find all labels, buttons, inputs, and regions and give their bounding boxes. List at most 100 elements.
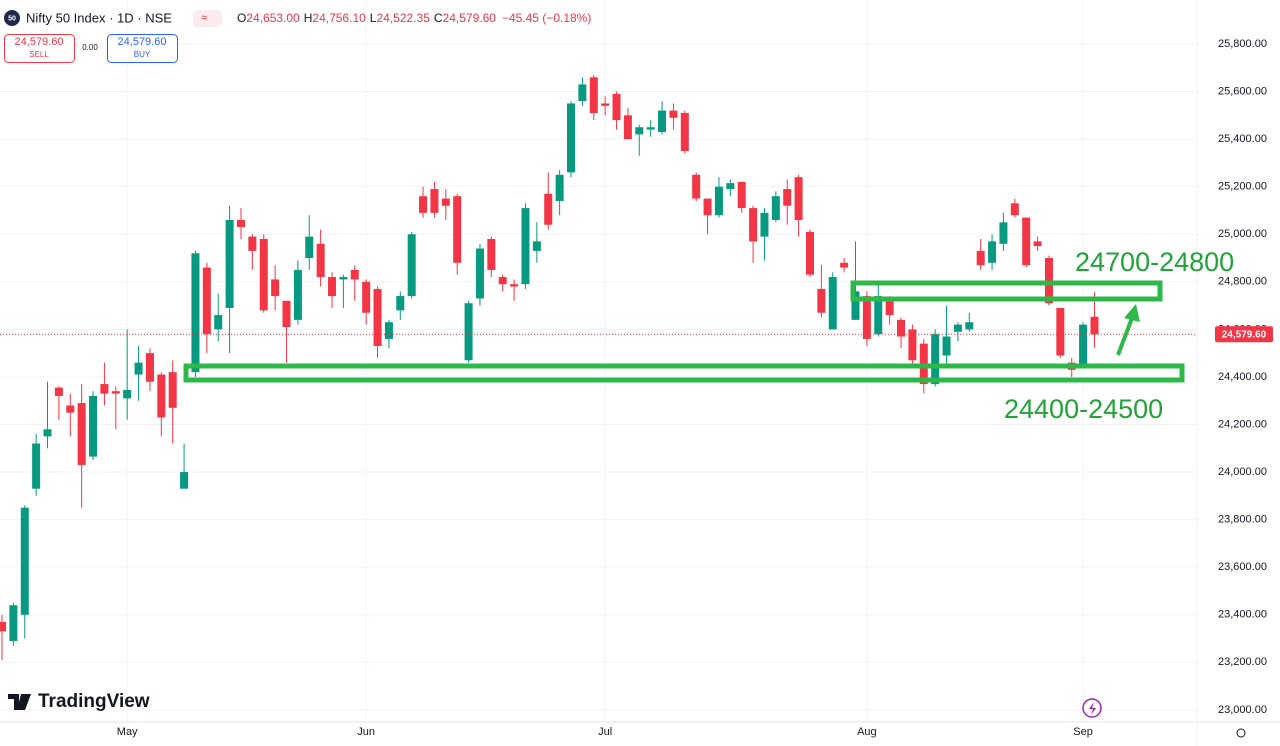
support-zone-box (183, 363, 1185, 383)
change-value: −45.45 (−0.18%) (502, 11, 591, 25)
sell-label: SELL (29, 50, 49, 59)
arrow-head (1124, 304, 1140, 322)
candle-body (965, 322, 974, 330)
candle-body (840, 262, 849, 268)
y-tick-label: 23,600.00 (1218, 561, 1267, 573)
candle-body (817, 288, 826, 313)
y-tick-label: 25,400.00 (1218, 133, 1267, 145)
y-tick-label: 23,000.00 (1218, 704, 1267, 716)
candle-body (851, 291, 860, 320)
buy-button[interactable] (107, 34, 178, 63)
candle-body (134, 362, 143, 375)
candle-body (760, 212, 769, 237)
candle-body (805, 231, 814, 275)
news-bolt (1089, 702, 1096, 715)
candle-body (658, 110, 667, 132)
candle-body (1010, 203, 1019, 216)
y-tick-label: 25,200.00 (1218, 181, 1267, 193)
sell-button[interactable] (4, 34, 75, 63)
sell-price: 24,579.60 (15, 36, 64, 48)
brand-name: TradingView (38, 691, 150, 712)
candle-body (931, 334, 940, 385)
y-tick-label: 25,000.00 (1218, 228, 1267, 240)
candle-body (714, 186, 723, 216)
candle-body (453, 196, 462, 263)
candle-body (976, 250, 985, 266)
ohlc-value: 24,579.60 (443, 11, 497, 25)
ohlc-key: L (370, 11, 377, 25)
candle-body (9, 605, 18, 641)
candle-body (475, 248, 484, 299)
ohlc-key: H (304, 11, 313, 25)
candle-body (293, 269, 302, 320)
candle-body (145, 353, 154, 382)
target-zone-box (850, 280, 1163, 302)
candle-body (328, 277, 337, 297)
badge-text: 50 (8, 15, 16, 22)
candle-body (1079, 324, 1088, 366)
annotation: 24700-24800 (1075, 247, 1234, 277)
symbol-title[interactable]: Nifty 50 Index · 1D · NSE (26, 10, 172, 25)
arrow-shaft (1116, 317, 1134, 356)
candle-body (248, 236, 257, 251)
ohlc-key: O (237, 11, 246, 25)
candle-body (794, 177, 803, 220)
news-icon[interactable] (1082, 698, 1102, 718)
candle-body (988, 241, 997, 263)
candle-body (589, 77, 598, 113)
candle-body (1056, 307, 1065, 356)
symbol-badge[interactable] (4, 10, 20, 26)
candle-body (783, 189, 792, 206)
candle-body (726, 183, 735, 190)
x-tick-label: Aug (857, 726, 877, 738)
candle-body (874, 296, 883, 335)
candle-body (419, 196, 428, 213)
candle-body (771, 196, 780, 220)
candle-body (532, 241, 541, 251)
candle-body (544, 193, 553, 225)
candle-body (612, 93, 621, 121)
settings-icon[interactable] (1236, 728, 1246, 738)
candle-body (942, 336, 951, 356)
candle-body (384, 322, 393, 339)
candle-body (567, 103, 575, 173)
candle-body (123, 390, 132, 399)
candle-body (54, 387, 63, 396)
candle-body (0, 621, 6, 632)
candle-body (1022, 217, 1031, 266)
candle-body (214, 315, 223, 330)
y-tick-label: 25,800.00 (1218, 38, 1267, 50)
candle-body (20, 507, 29, 615)
last-price-tag (1215, 326, 1273, 343)
candle-body (680, 112, 689, 152)
candle-body (191, 253, 200, 373)
candle-body (669, 110, 678, 118)
candle-body (498, 277, 507, 285)
candle-body (897, 319, 906, 337)
y-tick-label: 23,200.00 (1218, 656, 1267, 668)
annotation: 24400-24500 (1004, 394, 1163, 424)
candle-body (373, 288, 382, 347)
candle-body (396, 296, 405, 311)
y-tick-label: 24,800.00 (1218, 276, 1267, 288)
candle-body (487, 239, 496, 270)
x-tick-label: May (117, 726, 138, 738)
candle-body (430, 189, 439, 213)
candle-body (168, 372, 177, 408)
candle-body (908, 329, 917, 361)
candle-body (1090, 316, 1099, 335)
y-tick-label: 23,400.00 (1218, 609, 1267, 621)
candle-body (202, 267, 211, 335)
price-label-layer: 24,579.60 (0, 326, 1273, 343)
candle-body (828, 277, 837, 330)
candle-body (282, 300, 291, 327)
x-tick-label: Jun (357, 726, 375, 738)
candle-body (89, 395, 98, 457)
y-tick-label: 23,800.00 (1218, 514, 1267, 526)
compare-icon: ≈ (201, 12, 207, 24)
candle-body (66, 405, 75, 413)
candle-body (703, 198, 712, 216)
candle-body (999, 222, 1008, 244)
compare-button[interactable] (193, 10, 222, 27)
